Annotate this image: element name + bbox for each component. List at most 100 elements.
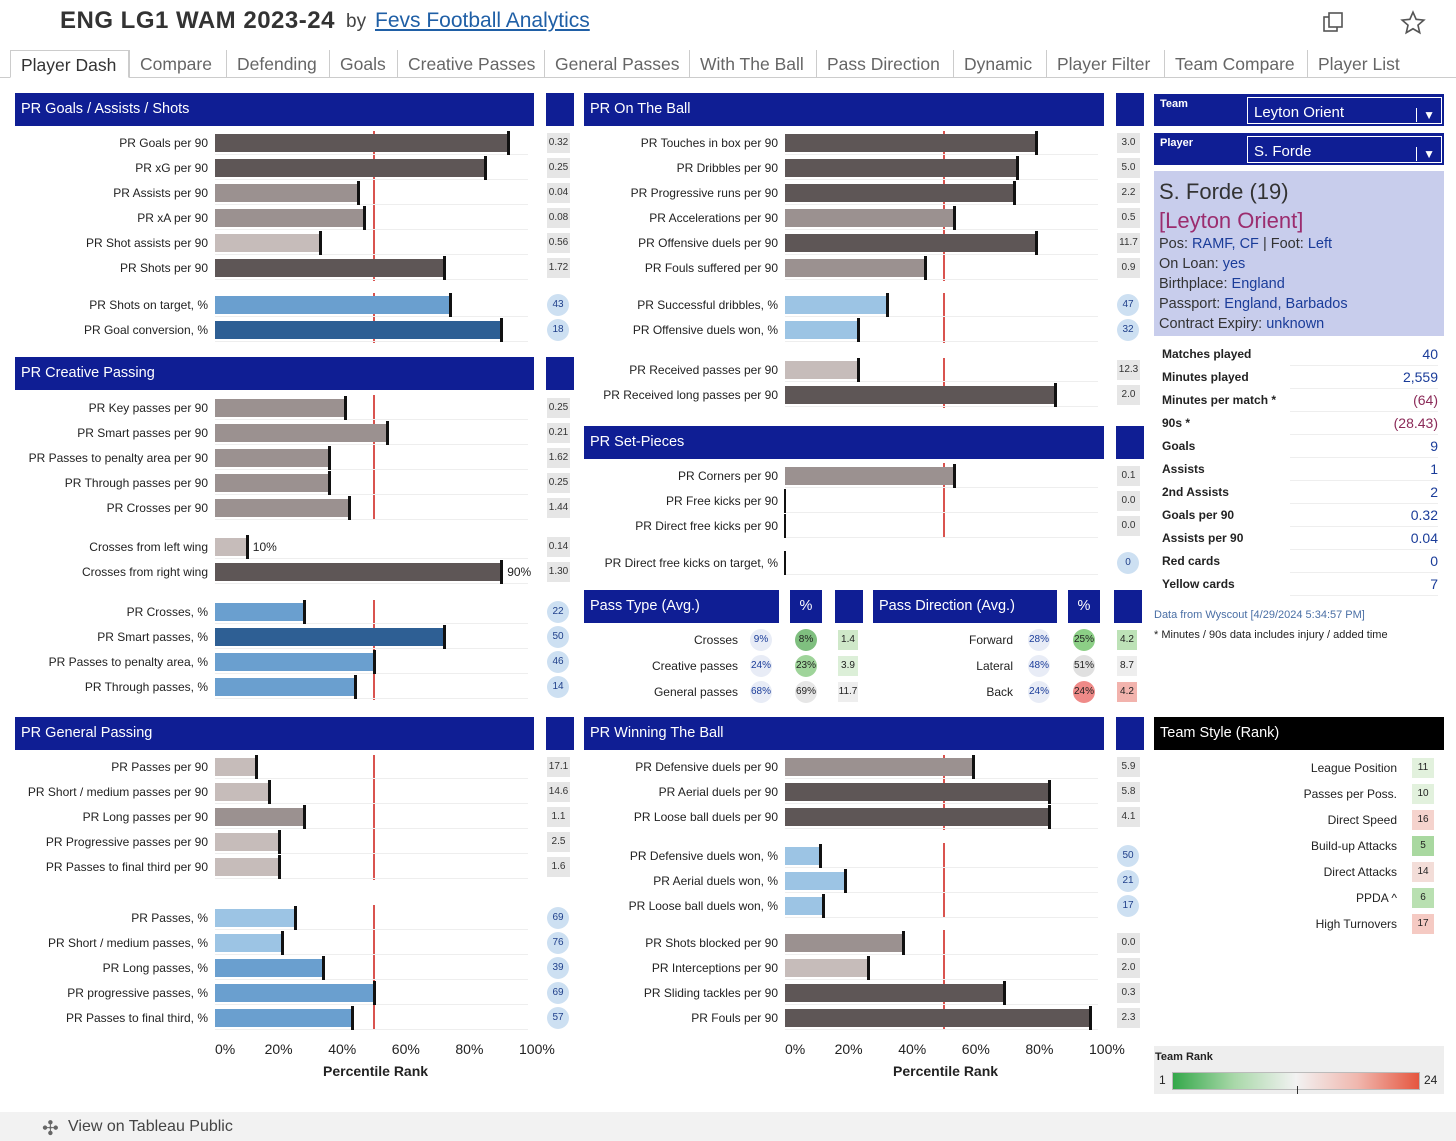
raw-value: 5.0 [1117,158,1140,178]
bar-end-marker [866,956,870,980]
bar-label: PR Shot assists per 90 [85,236,208,250]
team-dropdown[interactable]: Leyton Orient ▼ [1247,97,1442,124]
team-dropdown-value: Leyton Orient [1254,104,1345,121]
team-style-label: Passes per Poss. [1303,787,1397,801]
bar-track [215,519,528,520]
bar [215,783,270,801]
bar-end-marker [277,830,281,854]
tableau-icon[interactable]: ✣ [42,1116,59,1140]
pass-row-pct: 24% [1028,681,1050,703]
bar-track [785,487,1098,488]
bar [215,934,282,952]
bar [215,159,486,177]
raw-value: 32 [1117,319,1139,341]
panel-header-spacer [546,93,574,126]
team-filter[interactable]: Team Leyton Orient ▼ [1154,94,1444,126]
stat-row-divider [1290,411,1438,412]
stat-label: Minutes played [1162,370,1249,384]
bar-track [785,917,1098,918]
panel-header: PR Goals / Assists / Shots [15,93,534,126]
raw-value: 14.6 [547,782,570,802]
player-loan-row: On Loan: yes [1159,256,1245,272]
tab-dynamic[interactable]: Dynamic [953,50,1046,78]
bar-label: PR Aerial duels won, % [653,874,778,888]
bar-label: PR Progressive passes per 90 [45,835,208,849]
axis-tick-label: 0% [215,1041,236,1057]
bar [215,1009,352,1027]
raw-value: 18 [547,319,569,341]
legend-min: 1 [1159,1073,1166,1087]
bar-value-label: 90% [507,565,532,579]
pass-row-pct: 9% [750,629,772,651]
raw-value: 47 [1117,294,1139,316]
bar [215,321,502,339]
pass-row-value: 3.9 [838,656,858,676]
pass-row-avg-pct: 69% [795,681,817,703]
pass-row-value: 8.7 [1117,656,1137,676]
raw-value: 69 [547,907,569,929]
bar [785,259,925,277]
bar-label: PR Crosses per 90 [106,501,208,515]
bar-track [215,803,528,804]
bar [215,134,508,152]
raw-value: 1.62 [547,448,570,468]
chevron-down-icon[interactable]: ▼ [1416,147,1435,161]
bar-track [785,1029,1098,1030]
bar [785,934,903,952]
tab-player-list[interactable]: Player List [1307,50,1413,78]
panel-header-spacer [1116,93,1144,126]
pass-row-avg-pct: 24% [1073,681,1095,703]
star-icon[interactable] [1400,10,1426,36]
bar-track [785,979,1098,980]
tab-compare[interactable]: Compare [129,50,226,78]
raw-value: 14 [547,676,569,698]
player-filter[interactable]: Player S. Forde ▼ [1154,133,1444,165]
raw-value: 50 [547,626,569,648]
page-title: ENG LG1 WAM 2023-24 [60,7,335,34]
bar-track [785,803,1098,804]
bar-label: PR Crosses, % [126,605,208,619]
stat-value: 9 [1430,438,1438,454]
bar [215,449,330,467]
share-icon[interactable] [1320,10,1346,36]
data-source-note: Data from Wyscout [4/29/2024 5:34:57 PM] [1154,609,1365,621]
tab-player-filter[interactable]: Player Filter [1046,50,1164,78]
bar-track [785,512,1098,513]
pass-table-pct-header: % [790,590,822,623]
raw-value: 50 [1117,845,1139,867]
tab-with-the-ball[interactable]: With The Ball [689,50,816,78]
stat-label: Matches played [1162,347,1252,361]
player-dropdown[interactable]: S. Forde ▼ [1247,136,1442,163]
chevron-down-icon[interactable]: ▼ [1416,108,1435,122]
bar [215,259,444,277]
tab-team-compare[interactable]: Team Compare [1164,50,1307,78]
bar-label: PR Touches in box per 90 [640,136,778,150]
bar-end-marker [484,156,488,180]
raw-value: 17.1 [547,757,570,777]
bar [215,499,349,517]
pass-row-label: Forward [968,633,1013,647]
panel-header-spacer [546,717,574,750]
tab-creative-passes[interactable]: Creative Passes [397,50,544,78]
team-style-header: Team Style (Rank) [1154,717,1444,750]
pass-table-pct-header: % [1068,590,1100,623]
bar-track [785,828,1098,829]
bar-track [215,778,528,779]
bar [215,858,279,876]
bar-end-marker [1003,981,1007,1005]
legend-marker [1297,1086,1298,1094]
view-on-tableau-link[interactable]: View on Tableau Public [68,1118,233,1135]
tab-defending[interactable]: Defending [226,50,329,78]
pass-table-header: Pass Type (Avg.) [584,590,779,623]
panel-header: PR On The Ball [584,93,1104,126]
bar-label: PR Defensive duels per 90 [635,760,778,774]
author-link[interactable]: Fevs Football Analytics [375,9,590,32]
stat-row-divider [1290,457,1438,458]
tab-general-passes[interactable]: General Passes [544,50,689,78]
bar-track [215,623,528,624]
raw-value: 22 [547,601,569,623]
bar-end-marker [923,256,927,280]
tab-goals[interactable]: Goals [329,50,397,78]
tab-player-dash[interactable]: Player Dash [10,50,129,78]
tab-pass-direction[interactable]: Pass Direction [816,50,953,78]
